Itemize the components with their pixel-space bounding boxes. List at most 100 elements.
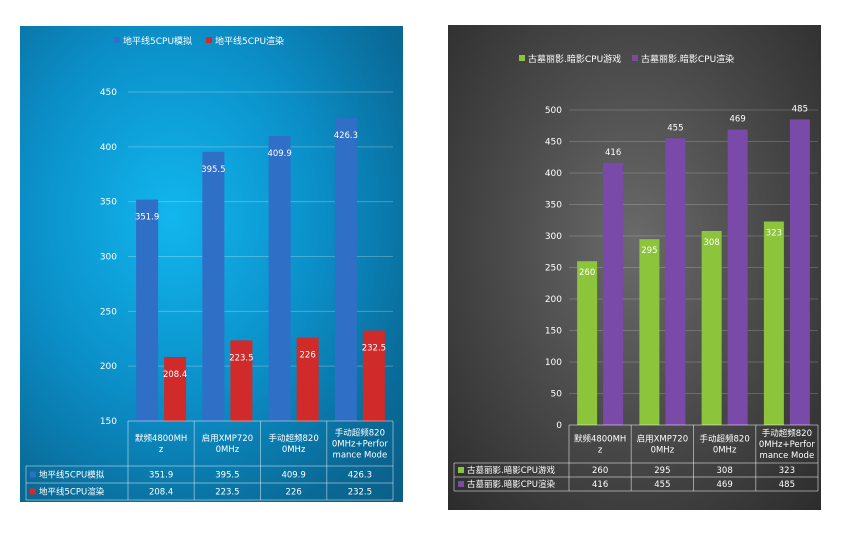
category-label: 手动超频820 [700,434,750,445]
data-label-s1-c4: 426.3 [334,131,358,141]
category-label: 0MHz+Perfor [759,440,815,450]
data-label-s1-c1: 351.9 [135,213,159,223]
table-cell-value: 485 [779,480,795,490]
bar-s2-c1 [603,162,624,426]
table-cell-value: 226 [286,488,302,498]
data-label-s2-c1: 416 [605,148,621,158]
legend-swatch-2 [206,37,212,43]
bar-s2-c4 [362,330,385,421]
data-label-s2-c4: 485 [792,104,808,114]
data-label-s1-c3: 409.9 [267,149,291,159]
table-series-name: 地平线5CPU模拟 [39,470,105,481]
data-label-s1-c4: 323 [766,229,782,239]
table-legend-key-2 [30,488,36,495]
category-label: 0MHz [713,446,737,456]
table-cell-value: 351.9 [149,471,173,481]
category-label: 默频4800MH [574,434,626,445]
table-cell-value: 469 [717,480,733,490]
data-label-s1-c2: 395.5 [201,165,225,175]
legend-swatch-1 [114,37,120,43]
legend-swatch-2 [632,55,638,61]
category-label: 0MHz [282,445,306,455]
chart-left-svg: 地平线5CPU模拟 地平线5CPU渲染4504003503002502001503… [25,35,394,501]
table-cell-value: 395.5 [215,471,239,481]
category-label: 启用XMP720 [202,433,254,444]
y-tick-label: 200 [545,295,562,305]
chart-right: 古墓丽影.暗影CPU游戏 古墓丽影.暗影CPU渲染 500 450 400 350 300 2… [448,25,821,510]
data-label-s2-c1: 208.4 [163,370,187,380]
legend-swatch-1 [519,55,525,61]
category-label: 0MHz+Perfor [332,440,388,450]
bar-s1-c3 [268,135,291,422]
table-cell-value: 208.4 [149,488,173,498]
table-series-name: 古墓丽影.暗影CPU游戏 [467,465,555,476]
category-label: 手动超频820 [269,433,319,444]
table-cell-value: 323 [779,466,795,476]
chart-left: 地平线5CPU模拟 地平线5CPU渲染 450 400 350 300 250 200 150 3… [20,26,403,502]
category-label: 启用XMP720 [637,434,689,445]
y-tick-label: 150 [100,417,117,427]
table-cell-value: 409.9 [281,471,305,481]
table-cell-value: 426.3 [348,471,372,481]
y-tick-label: 100 [545,358,562,368]
y-tick-label: 400 [545,169,562,179]
table-cell-value: 223.5 [215,488,239,498]
y-tick-label: 300 [100,253,117,263]
bar-s1-c2 [202,151,225,421]
category-label: 0MHz [216,445,240,455]
category-label: 手动超频820 [762,428,812,439]
legend-label-2: 地平线5CPU渲染 [215,35,284,47]
data-label-s2-c2: 455 [667,123,683,133]
category-label: 手动超频820 [335,428,385,439]
table-cell-value: 232.5 [348,488,372,498]
y-tick-label: 250 [100,307,117,317]
bar-s1-c1 [577,261,598,425]
data-label-s2-c2: 223.5 [229,353,253,363]
y-tick-label: 0 [556,421,562,431]
category-label: mance Mode [333,451,388,461]
y-tick-label: 200 [100,362,117,372]
category-label: 0MHz [651,446,675,456]
bar-s1-c2 [639,239,660,425]
y-tick-label: 350 [100,198,117,208]
bar-s1-c4 [763,221,784,425]
y-tick-label: 300 [545,232,562,242]
bar-s1-c3 [701,230,722,425]
y-tick-label: 350 [545,201,562,211]
table-legend-key-2 [458,481,464,487]
table-legend-key-1 [458,467,464,473]
table-cell-value: 455 [654,480,670,490]
table-legend-key-1 [30,471,36,478]
data-label-s1-c3: 308 [704,238,720,248]
y-tick-label: 500 [545,106,562,116]
legend-label-1: 地平线5CPU模拟 [123,35,192,47]
data-label-s1-c1: 260 [579,268,595,278]
chart-right-svg: 古墓丽影.暗影CPU游戏 古墓丽影.暗影CPU渲染5004504003503002… [453,53,819,492]
data-label-s1-c2: 295 [641,246,657,256]
data-label-s2-c3: 226 [300,351,316,361]
y-tick-label: 450 [100,88,117,98]
legend-label-2: 古墓丽影.暗影CPU渲染 [641,53,734,65]
bar-s1-c1 [136,199,159,421]
bar-s2-c3 [296,337,319,421]
y-tick-label: 400 [100,143,117,153]
table-cell-value: 308 [717,466,733,476]
bar-s2-c3 [727,129,748,425]
table-series-name: 地平线5CPU渲染 [39,487,105,498]
legend-label-1: 古墓丽影.暗影CPU游戏 [528,53,621,65]
table-series-name: 古墓丽影.暗影CPU渲染 [467,479,555,490]
bar-s2-c4 [789,119,810,425]
table-cell-value: 260 [592,466,608,476]
category-label: 默频4800MH [135,433,187,444]
y-tick-label: 450 [545,138,562,148]
data-label-s2-c3: 469 [730,115,746,125]
bar-s2-c2 [230,340,253,421]
bar-s2-c1 [164,356,187,421]
y-tick-label: 250 [545,264,562,274]
category-label: z [159,445,164,455]
category-label: z [598,446,603,456]
y-tick-label: 50 [551,390,563,400]
data-label-s2-c4: 232.5 [362,344,386,354]
y-tick-label: 150 [545,327,562,337]
bar-s2-c2 [665,138,686,425]
